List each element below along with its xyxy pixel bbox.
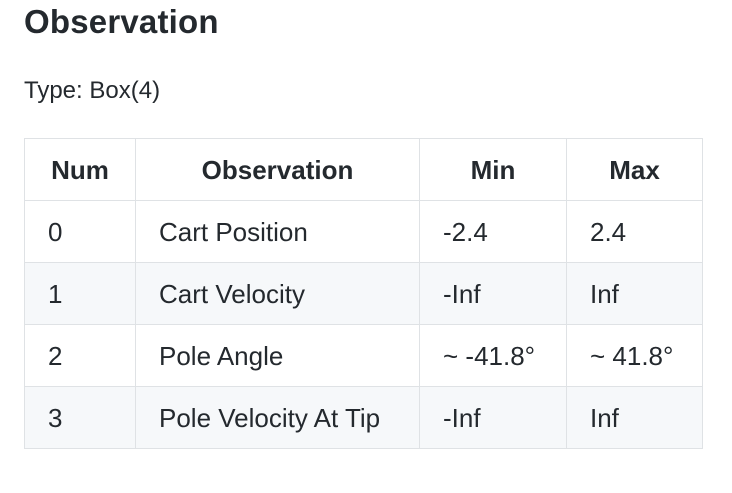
header-max: Max <box>566 138 703 201</box>
cell-max: Inf <box>566 262 703 325</box>
cell-min: -Inf <box>419 262 567 325</box>
cell-observation: Cart Velocity <box>135 262 420 325</box>
cell-observation: Pole Angle <box>135 324 420 387</box>
cell-max: Inf <box>566 386 703 449</box>
table-header-row: Num Observation Min Max <box>24 138 703 201</box>
cell-observation: Cart Position <box>135 200 420 263</box>
table-row: 2 Pole Angle ~ -41.8° ~ 41.8° <box>24 324 703 387</box>
cell-max: ~ 41.8° <box>566 324 703 387</box>
header-num: Num <box>24 138 136 201</box>
cell-num: 2 <box>24 324 136 387</box>
cell-observation: Pole Velocity At Tip <box>135 386 420 449</box>
table-row: 3 Pole Velocity At Tip -Inf Inf <box>24 386 703 449</box>
section-heading: Observation <box>24 3 219 40</box>
type-description: Type: Box(4) <box>24 77 161 104</box>
cell-min: -2.4 <box>419 200 567 263</box>
header-observation: Observation <box>135 138 420 201</box>
header-min: Min <box>419 138 567 201</box>
cell-max: 2.4 <box>566 200 703 263</box>
observation-table: Num Observation Min Max 0 Cart Position … <box>24 138 703 449</box>
table-row: 0 Cart Position -2.4 2.4 <box>24 200 703 263</box>
cell-min: ~ -41.8° <box>419 324 567 387</box>
cell-num: 3 <box>24 386 136 449</box>
cell-num: 1 <box>24 262 136 325</box>
cell-min: -Inf <box>419 386 567 449</box>
cell-num: 0 <box>24 200 136 263</box>
table-row: 1 Cart Velocity -Inf Inf <box>24 262 703 325</box>
